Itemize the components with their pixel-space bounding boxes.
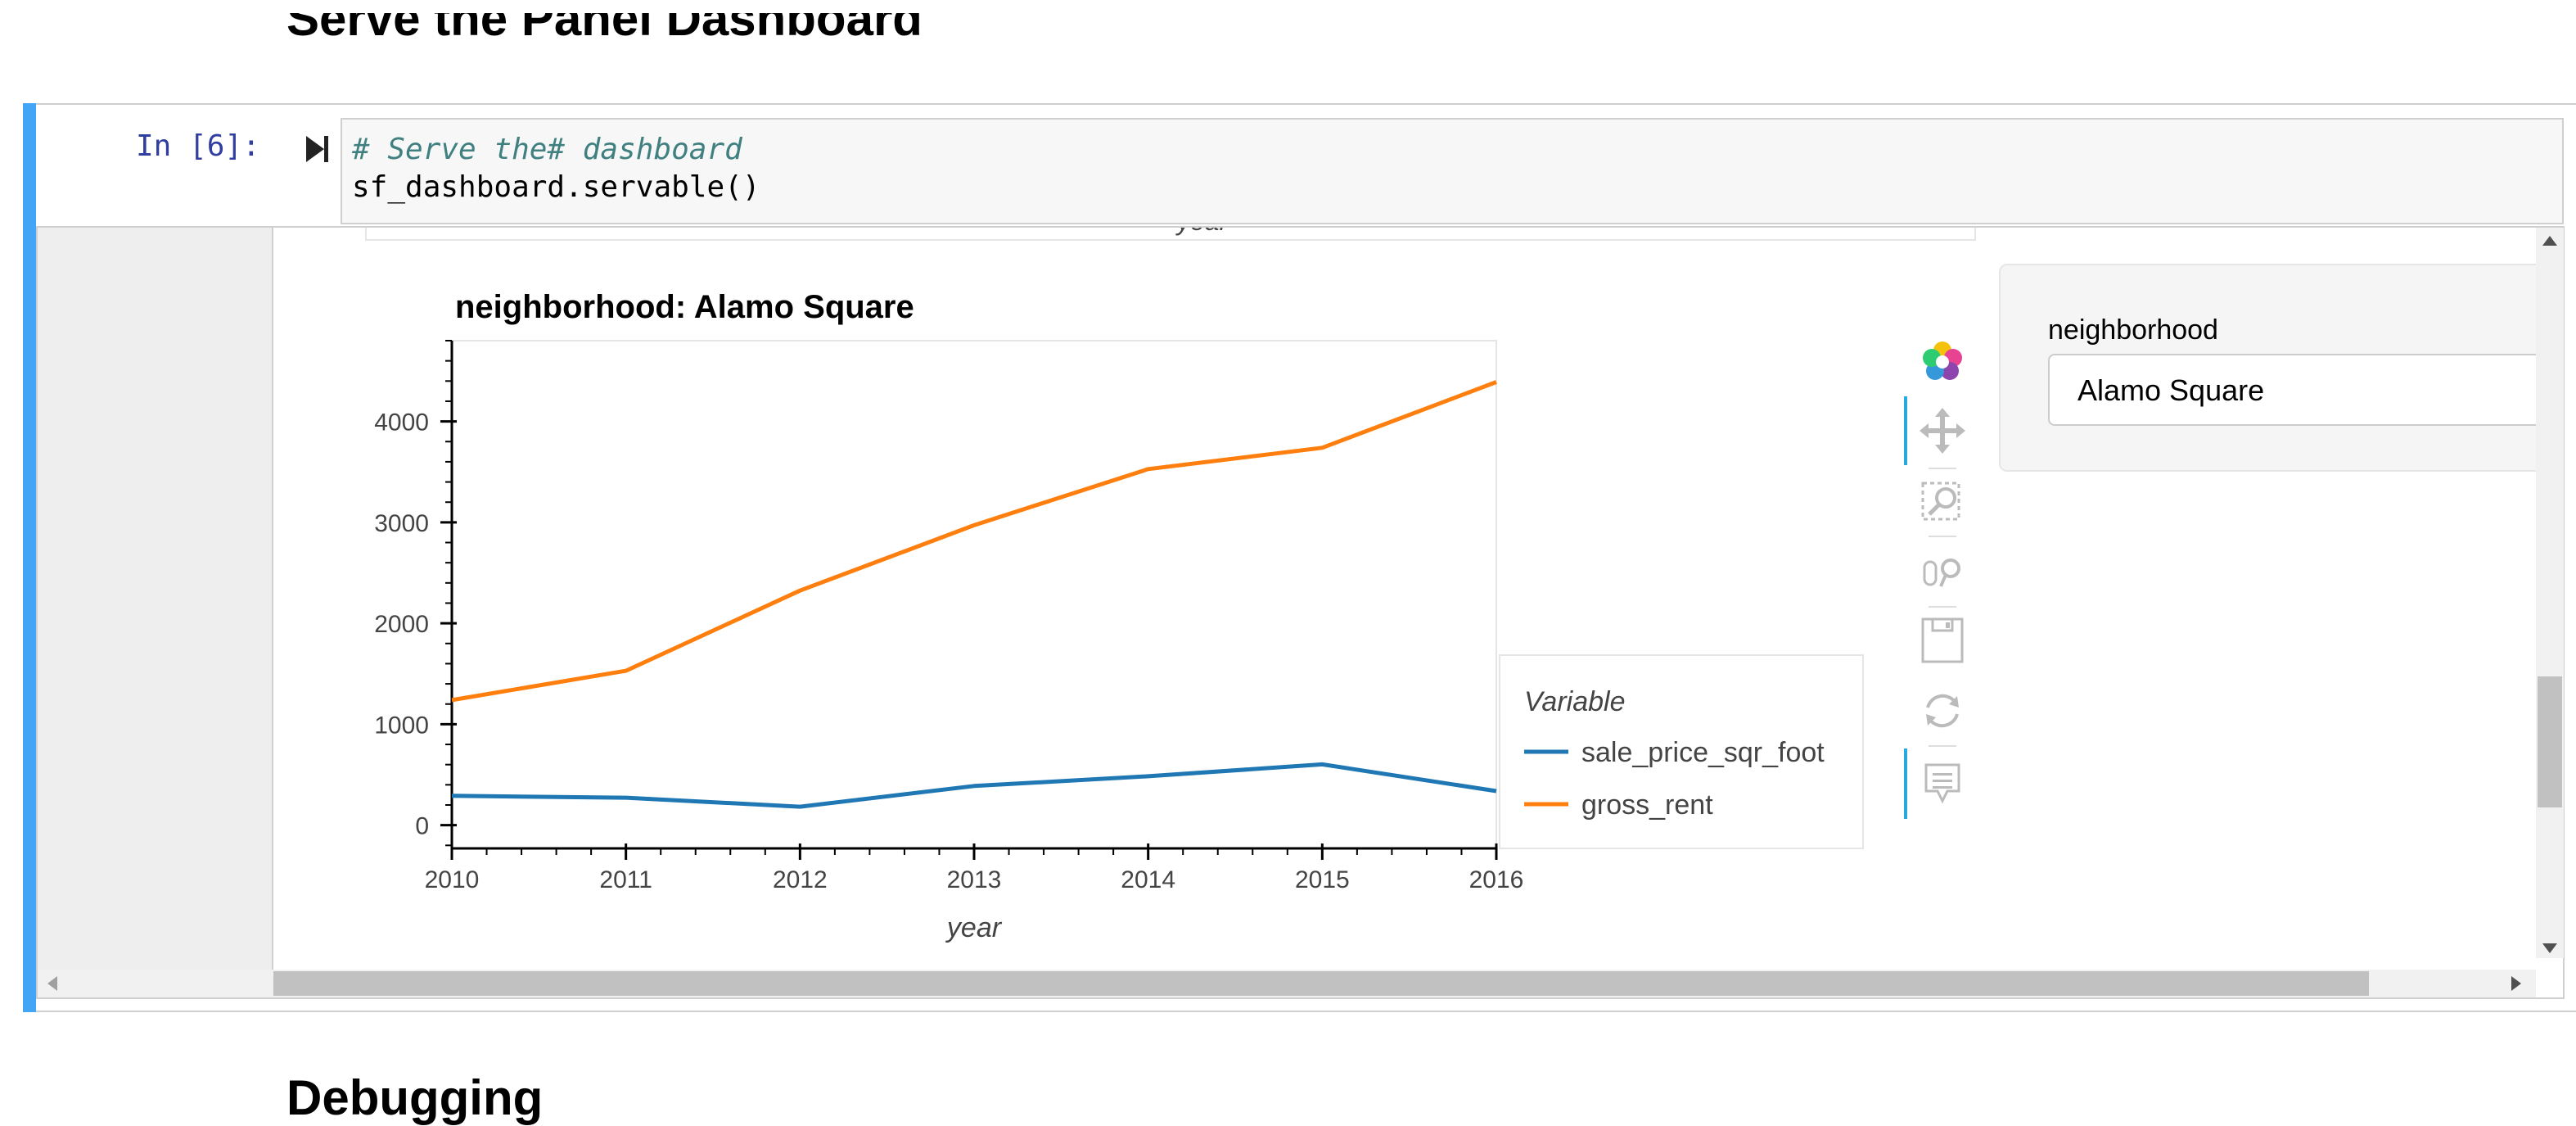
scroll-down-arrow-icon[interactable] — [2541, 942, 2559, 959]
previous-plot-xlabel: year — [1177, 228, 1228, 237]
hover-icon[interactable] — [1924, 763, 1960, 804]
vertical-scrollbar-thumb[interactable] — [2538, 676, 2562, 807]
x-tick-label: 2014 — [1121, 866, 1175, 893]
bokeh-logo-icon — [1923, 341, 1962, 380]
legend-title: Variable — [1524, 686, 1625, 717]
plot-area[interactable] — [451, 340, 1497, 849]
x-tick-label: 2015 — [1295, 866, 1350, 893]
x-tick-label: 2013 — [947, 866, 1002, 893]
y-tick-label: 2000 — [374, 611, 429, 638]
y-tick-label: 1000 — [374, 712, 429, 739]
previous-plot-frame: year — [365, 228, 1976, 241]
wheel-zoom-icon[interactable] — [1923, 558, 1960, 587]
scroll-right-arrow-icon[interactable] — [2510, 975, 2523, 997]
legend-item-label: gross_rent — [1581, 789, 1713, 821]
vertical-scrollbar[interactable] — [2536, 228, 2564, 958]
box-zoom-icon[interactable] — [1921, 482, 1960, 521]
series-line-sale_price_sqr_foot[interactable] — [451, 762, 1497, 809]
x-tick-label: 2010 — [425, 866, 480, 893]
reset-icon[interactable] — [1926, 694, 1959, 728]
scroll-left-arrow-icon[interactable] — [46, 975, 59, 997]
horizontal-scrollbar-thumb[interactable] — [273, 971, 2369, 996]
cell-selected-indicator — [23, 103, 36, 1012]
series-layer — [451, 380, 1497, 809]
legend-item-label: sale_price_sqr_foot — [1581, 737, 1825, 768]
code-statement-line: sf_dashboard.servable() — [352, 170, 760, 204]
x-tick-label: 2011 — [599, 866, 652, 893]
run-cell-icon[interactable] — [305, 134, 329, 168]
y-tick-label: 3000 — [374, 510, 429, 537]
output-prompt-gutter — [38, 228, 273, 997]
code-editor[interactable] — [341, 118, 2564, 224]
neighborhood-select[interactable]: Alamo Square — [2048, 354, 2556, 426]
plot-toolbar — [1904, 332, 1978, 828]
plot-canvas[interactable]: 0 1000 2000 3000 4000 2010 2011 2012 2013 2014 201… — [273, 237, 2001, 966]
cell-prompt: In [6]: — [136, 129, 260, 163]
section-heading-serve: Serve the Panel Dashboard — [286, 13, 923, 46]
section-heading-debugging: Debugging — [286, 1070, 544, 1125]
y-tick-label: 0 — [415, 813, 429, 840]
y-tick-label: 4000 — [374, 409, 429, 436]
x-tick-label: 2016 — [1469, 866, 1524, 893]
series-line-gross_rent[interactable] — [451, 380, 1497, 703]
x-axis-label: year — [945, 912, 1003, 943]
neighborhood-label: neighborhood — [2048, 314, 2218, 346]
pan-icon[interactable] — [1920, 408, 1965, 454]
legend: Variable sale_price_sqr_foot gross_rent — [1499, 654, 1864, 849]
scroll-up-arrow-icon[interactable] — [2541, 234, 2559, 251]
code-comment-line: # Serve the# dashboard — [352, 133, 742, 166]
save-icon[interactable] — [1921, 617, 1964, 663]
x-tick-label: 2012 — [773, 866, 828, 893]
axes: 0 1000 2000 3000 4000 2010 2011 2012 2013 2014 201… — [374, 340, 1524, 893]
chart-title: neighborhood: Alamo Square — [455, 289, 914, 325]
